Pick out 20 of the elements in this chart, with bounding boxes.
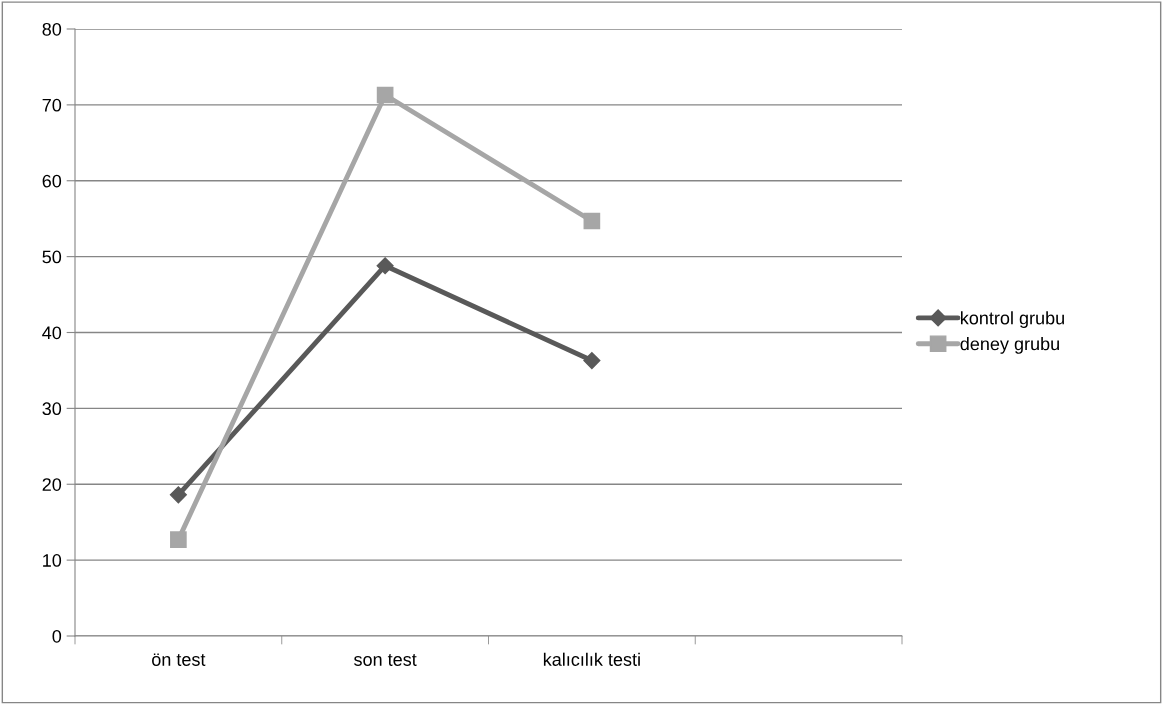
- y-tick-label: 0: [52, 629, 62, 643]
- y-tick-label: 20: [42, 478, 62, 491]
- point: [170, 531, 187, 548]
- legend-label: kontrol grubu: [960, 311, 1064, 328]
- x-tick-label: son test: [354, 654, 417, 666]
- point: [583, 212, 601, 230]
- y-tick-label: 80: [42, 22, 62, 36]
- y-tick-label: 40: [42, 326, 62, 340]
- y-tick-label: 70: [42, 98, 62, 112]
- y-tick-label: 50: [42, 250, 62, 264]
- y-tick-label: 60: [42, 174, 62, 188]
- point: [376, 86, 394, 104]
- point: [376, 257, 394, 275]
- x-tick-label: ön test: [152, 653, 206, 666]
- y-tick-label: 30: [42, 402, 62, 416]
- point: [169, 486, 187, 504]
- y-tick-label: 10: [43, 554, 62, 567]
- point: [583, 352, 601, 370]
- legend-label: deney grubu: [960, 337, 1059, 354]
- x-tick-label: kalıcılık testi: [543, 652, 640, 666]
